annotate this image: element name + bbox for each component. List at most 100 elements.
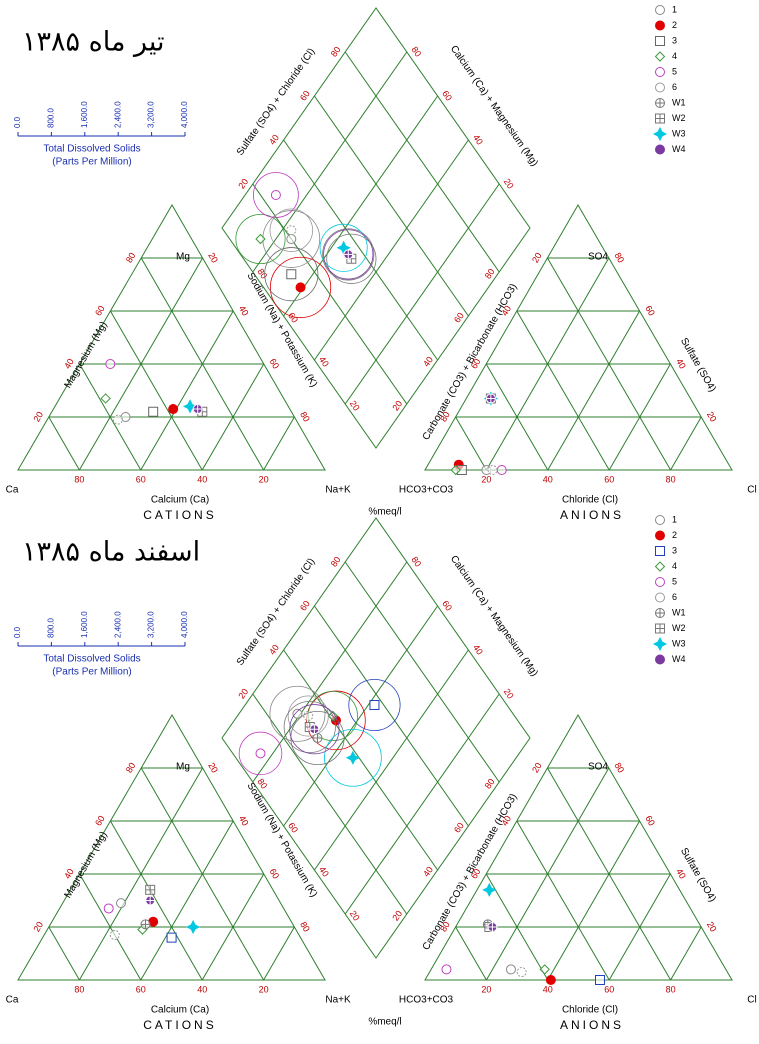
anion-point: [505, 964, 516, 975]
tick-label: 80: [298, 410, 312, 424]
apex-label: HCO3+CO3: [399, 995, 454, 1006]
apex-label: Na+K: [325, 995, 351, 1006]
tick-label: 40: [499, 814, 513, 828]
tick-label: 80: [255, 267, 269, 281]
cation-point: [103, 903, 114, 914]
grid-line: [79, 363, 142, 471]
apex-label: Cl: [747, 485, 756, 496]
apex-label: Ca: [6, 995, 19, 1006]
tick-label: 60: [93, 814, 107, 828]
legend-label: 4: [672, 51, 677, 61]
diamond-point: [295, 282, 306, 293]
axis-title: Carbonate (CO3) + Bicarbonate (HCO3): [421, 792, 520, 952]
tds-tick-label: 2,400.0: [113, 611, 122, 638]
tds-circle: [269, 256, 332, 318]
cation-point: [112, 414, 123, 425]
apex-label: SO4: [588, 762, 608, 773]
cation-point: [148, 406, 159, 417]
cation-point: [140, 919, 151, 930]
grid-line: [516, 310, 610, 471]
tds-tick-label: 3,200.0: [147, 101, 156, 128]
grid-line: [670, 416, 702, 471]
grid-line: [263, 416, 295, 471]
tick-label: 20: [530, 761, 544, 775]
tds-circle: [319, 223, 368, 272]
tick-label: 20: [502, 687, 516, 701]
tick-label: 40: [62, 867, 76, 881]
tick-label: 20: [705, 410, 719, 424]
tick-label: 60: [298, 599, 312, 613]
tds-circle: [348, 678, 401, 732]
axis-title: Chloride (Cl): [562, 495, 618, 506]
plot-outline: [424, 714, 733, 981]
grid-line: [313, 605, 469, 827]
tick-label: 80: [124, 251, 138, 265]
tick-label: 60: [604, 474, 614, 484]
tick-label: 80: [613, 761, 627, 775]
grid-line: [283, 95, 439, 317]
legend-label: W2: [672, 623, 686, 633]
tds-circle: [269, 208, 314, 252]
tick-label: 40: [237, 814, 251, 828]
tick-label: 60: [440, 89, 454, 103]
tick-label: 60: [298, 89, 312, 103]
grid-line: [201, 363, 265, 471]
legend-label: W1: [672, 97, 686, 107]
anion-point: [487, 922, 498, 932]
tick-label: 20: [206, 761, 220, 775]
legend-marker: [655, 144, 666, 155]
tick-label: 80: [74, 984, 84, 994]
anion-point: [539, 964, 550, 975]
tick-label: 40: [499, 304, 513, 318]
section-label: CATIONS: [143, 508, 216, 522]
tick-label: 20: [481, 474, 491, 484]
tick-label: 80: [409, 45, 423, 59]
tick-label: 40: [317, 865, 331, 879]
grid-line: [313, 649, 469, 871]
tick-label: 80: [255, 777, 269, 791]
tds-circle: [238, 731, 283, 776]
tick-label: 60: [136, 474, 146, 484]
section-label: ANIONS: [560, 1018, 624, 1032]
grid-line: [485, 363, 549, 471]
tick-label: 20: [31, 920, 45, 934]
piper-panel: اسفند ماه ۱۳۸۵ 0.0 800.0 1,600.0 2,400.0 3,20…: [6, 514, 757, 1032]
grid-line: [344, 183, 500, 405]
grid-line: [344, 51, 500, 273]
tds-tick-label: 4,000.0: [180, 611, 189, 638]
anion-point: [441, 964, 452, 975]
tick-label: 40: [674, 357, 688, 371]
legend-marker: [654, 51, 666, 62]
axis-title: Chloride (Cl): [562, 1005, 618, 1016]
units-label: %meq/l: [368, 507, 401, 518]
tick-label: 80: [124, 761, 138, 775]
legend-marker: [655, 82, 666, 93]
legend-marker: [652, 126, 668, 142]
grid-line: [252, 51, 408, 273]
diamond-point: [286, 225, 297, 236]
grid-line: [455, 416, 487, 471]
diamond-point: [286, 269, 297, 280]
tick-label: 20: [348, 399, 362, 413]
tick-label: 60: [440, 599, 454, 613]
tds-tick-label: 800.0: [47, 617, 56, 638]
grid-line: [252, 561, 408, 783]
tick-label: 80: [438, 920, 452, 934]
anion-point: [516, 967, 527, 978]
grid-line: [201, 873, 265, 981]
tds-tick-label: 1,600.0: [80, 101, 89, 128]
tick-label: 80: [329, 45, 343, 59]
cation-point: [105, 359, 116, 369]
legend-marker: [655, 592, 666, 603]
anion-point: [487, 465, 498, 475]
tick-label: 60: [469, 357, 483, 371]
apex-label: Na+K: [325, 485, 351, 496]
tick-label: 40: [267, 133, 281, 147]
axis-title: Calcium (Ca): [151, 495, 209, 506]
tick-label: 60: [286, 821, 300, 835]
tds-tick-label: 800.0: [47, 107, 56, 128]
piper-panel: تیر ماه ۱۳۸۵ 0.0 800.0 1,600.0 2,400.0 3,200.…: [6, 4, 757, 522]
grid-line: [608, 873, 671, 981]
tick-label: 60: [469, 867, 483, 881]
axis-title: Sodium (Na) + Potassium (K): [245, 271, 320, 389]
